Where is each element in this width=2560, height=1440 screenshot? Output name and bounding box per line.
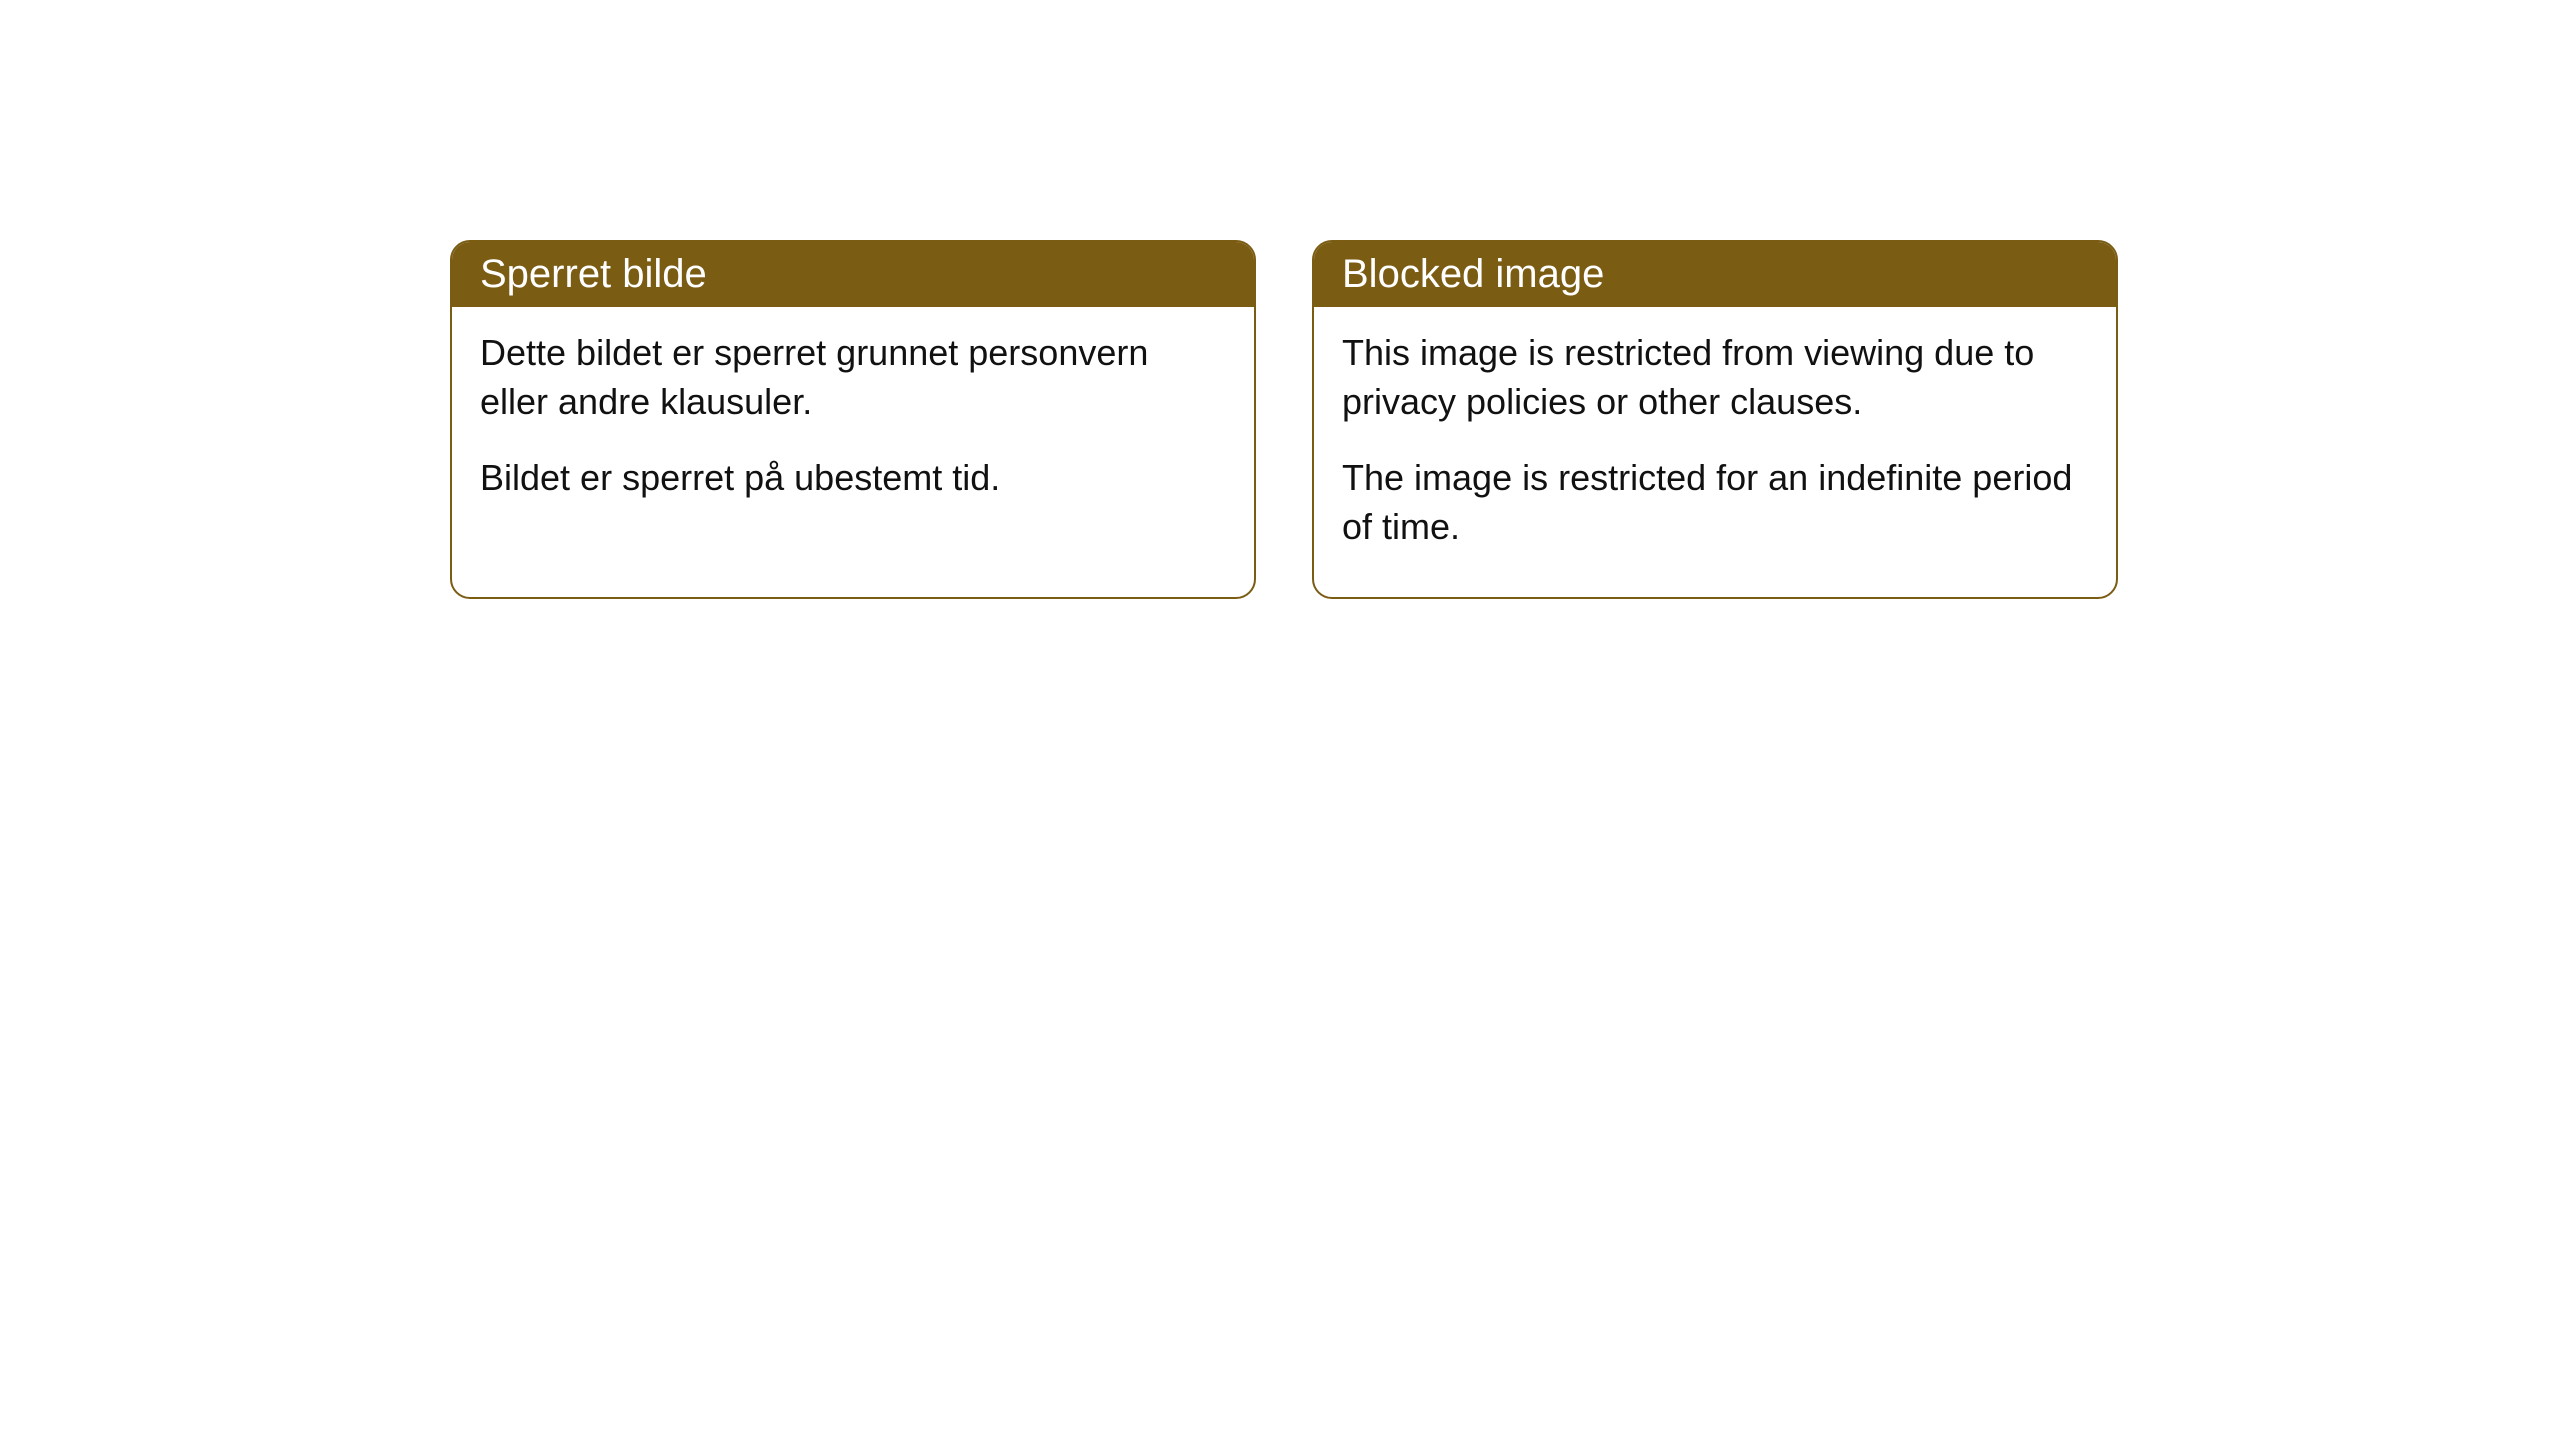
- blocked-image-box-norwegian: Sperret bilde Dette bildet er sperret gr…: [450, 240, 1256, 599]
- body-para-2: The image is restricted for an indefinit…: [1342, 454, 2088, 551]
- body-para-1: This image is restricted from viewing du…: [1342, 329, 2088, 426]
- body-para-1: Dette bildet er sperret grunnet personve…: [480, 329, 1226, 426]
- box-header: Blocked image: [1314, 242, 2116, 307]
- blocked-image-box-english: Blocked image This image is restricted f…: [1312, 240, 2118, 599]
- box-title: Blocked image: [1342, 252, 1604, 296]
- box-body: Dette bildet er sperret grunnet personve…: [452, 307, 1254, 549]
- message-container: Sperret bilde Dette bildet er sperret gr…: [0, 0, 2560, 599]
- box-body: This image is restricted from viewing du…: [1314, 307, 2116, 597]
- box-header: Sperret bilde: [452, 242, 1254, 307]
- box-title: Sperret bilde: [480, 252, 707, 296]
- body-para-2: Bildet er sperret på ubestemt tid.: [480, 454, 1226, 503]
